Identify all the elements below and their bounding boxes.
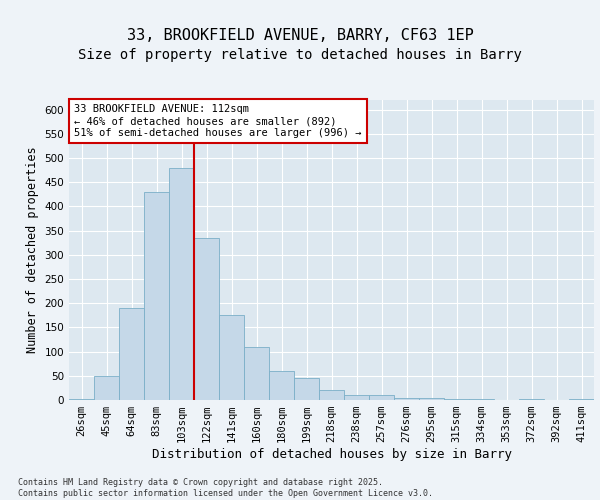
Bar xyxy=(419,398,444,400)
Bar xyxy=(444,398,469,400)
Bar xyxy=(469,399,494,400)
Y-axis label: Number of detached properties: Number of detached properties xyxy=(26,146,39,354)
Text: Contains HM Land Registry data © Crown copyright and database right 2025.
Contai: Contains HM Land Registry data © Crown c… xyxy=(18,478,433,498)
Bar xyxy=(219,316,244,400)
Bar xyxy=(319,390,344,400)
Text: Size of property relative to detached houses in Barry: Size of property relative to detached ho… xyxy=(78,48,522,62)
X-axis label: Distribution of detached houses by size in Barry: Distribution of detached houses by size … xyxy=(151,448,511,461)
Bar xyxy=(344,395,369,400)
Bar xyxy=(294,378,319,400)
Bar xyxy=(144,192,169,400)
Bar xyxy=(519,398,544,400)
Bar xyxy=(194,238,219,400)
Bar xyxy=(269,371,294,400)
Bar xyxy=(244,347,269,400)
Bar xyxy=(169,168,194,400)
Bar xyxy=(94,376,119,400)
Bar xyxy=(119,308,144,400)
Bar xyxy=(569,398,594,400)
Bar xyxy=(369,395,394,400)
Bar xyxy=(69,398,94,400)
Text: 33 BROOKFIELD AVENUE: 112sqm
← 46% of detached houses are smaller (892)
51% of s: 33 BROOKFIELD AVENUE: 112sqm ← 46% of de… xyxy=(74,104,362,138)
Text: 33, BROOKFIELD AVENUE, BARRY, CF63 1EP: 33, BROOKFIELD AVENUE, BARRY, CF63 1EP xyxy=(127,28,473,42)
Bar xyxy=(394,398,419,400)
